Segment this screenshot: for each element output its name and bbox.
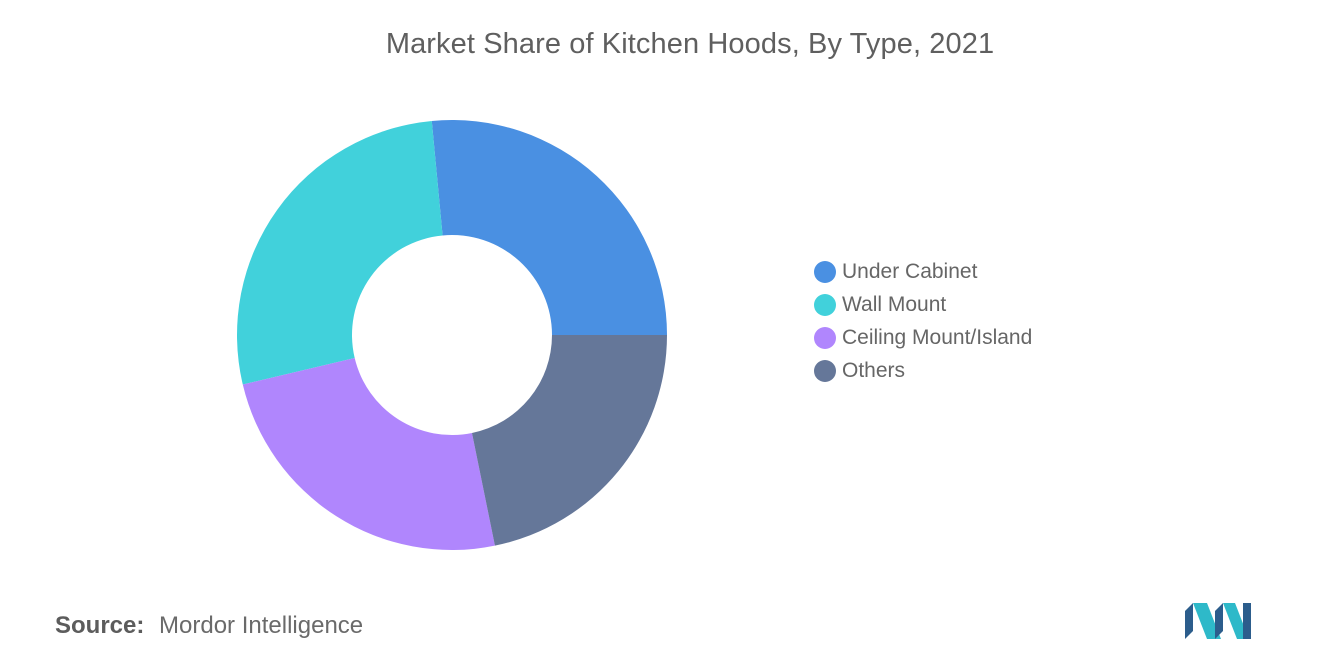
donut-slice-wall-mount xyxy=(236,120,443,385)
legend-marker-others xyxy=(814,359,836,382)
legend-item-wall-mount: Wall Mount xyxy=(814,288,1114,321)
legend-label-ceiling-mount-island: Ceiling Mount/Island xyxy=(842,325,1033,349)
source-note: Source: Mordor Intelligence xyxy=(55,612,363,640)
legend-label-others: Others xyxy=(842,358,906,382)
logo-bar-diagonal-left xyxy=(1193,603,1221,639)
logo-bar-left xyxy=(1185,603,1193,639)
legend-item-ceiling-mount-island: Ceiling Mount/Island xyxy=(814,321,1114,354)
mordor-intelligence-logo xyxy=(1185,603,1251,639)
legend-marker-wall-mount xyxy=(814,293,836,316)
legend-item-others: Others xyxy=(814,354,1114,387)
legend-label-wall-mount: Wall Mount xyxy=(842,292,947,316)
logo-bar-right xyxy=(1243,603,1251,639)
legend-marker-under-cabinet xyxy=(814,260,836,283)
legend-label-under-cabinet: Under Cabinet xyxy=(842,259,978,283)
source-label: Source: xyxy=(55,612,145,639)
chart-legend: Under Cabinet Wall Mount Ceiling Mount/Isl… xyxy=(814,255,1114,387)
donut-slice-others xyxy=(471,335,667,546)
legend-marker-ceiling-mount-island xyxy=(814,326,836,349)
legend-item-under-cabinet: Under Cabinet xyxy=(814,255,1114,288)
donut-slice-under-cabinet xyxy=(431,120,667,335)
donut-slice-ceiling-mount-island xyxy=(242,358,495,550)
source-value: Mordor Intelligence xyxy=(159,612,364,639)
logo-bar-middle xyxy=(1215,603,1223,639)
logo-bar-diagonal-right xyxy=(1223,603,1249,639)
chart-title: Market Share of Kitchen Hoods, By Type, … xyxy=(385,28,995,60)
